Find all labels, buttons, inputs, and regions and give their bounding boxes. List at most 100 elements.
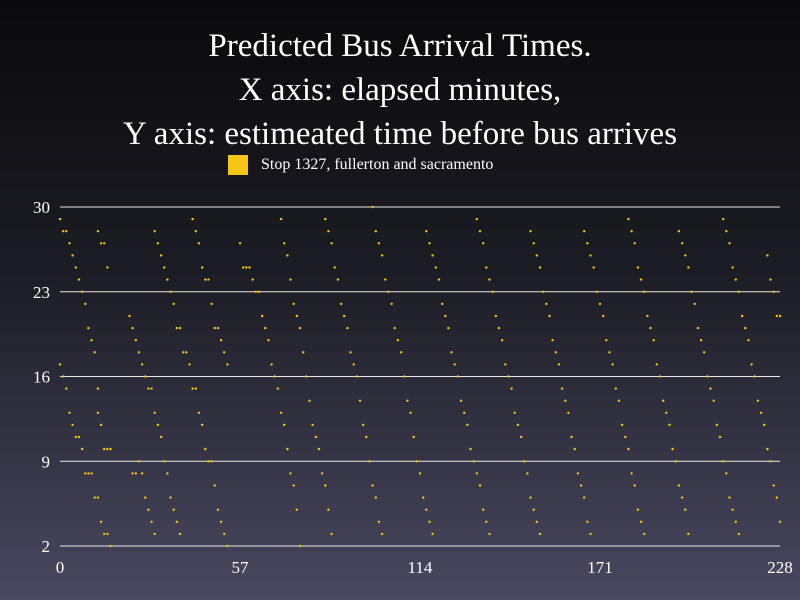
data-point xyxy=(725,230,728,233)
data-point xyxy=(216,326,220,330)
data-point xyxy=(639,278,643,281)
data-point xyxy=(371,205,374,209)
data-point xyxy=(472,460,475,463)
data-point xyxy=(646,314,649,318)
data-point xyxy=(674,460,677,463)
data-point xyxy=(643,532,646,536)
data-point xyxy=(759,411,763,414)
data-point xyxy=(298,544,302,548)
data-point xyxy=(734,278,737,281)
data-point xyxy=(65,387,68,390)
legend: Stop 1327, fullerton and sacramento xyxy=(228,154,493,176)
data-point xyxy=(200,423,204,427)
data-point xyxy=(551,339,554,342)
data-point xyxy=(668,423,671,427)
data-point xyxy=(374,230,377,233)
data-point xyxy=(106,266,109,269)
data-point xyxy=(703,351,706,354)
data-point xyxy=(204,447,207,451)
data-point xyxy=(197,242,201,245)
data-point xyxy=(649,326,652,330)
data-point xyxy=(147,387,150,390)
data-point xyxy=(362,423,365,427)
data-point xyxy=(589,254,592,257)
data-point xyxy=(103,532,106,536)
data-point xyxy=(368,460,371,463)
data-point xyxy=(684,254,687,257)
data-point xyxy=(374,496,377,499)
data-point xyxy=(680,242,684,245)
data-point xyxy=(617,399,621,402)
data-point xyxy=(175,520,178,523)
data-point xyxy=(223,351,226,354)
data-point xyxy=(687,266,690,269)
data-point xyxy=(529,496,532,499)
data-point xyxy=(586,242,589,245)
data-point xyxy=(286,254,289,257)
data-point xyxy=(207,278,210,281)
data-point xyxy=(330,242,333,245)
x-tick-label: 57 xyxy=(232,558,250,577)
data-point xyxy=(103,447,106,451)
data-point xyxy=(538,266,542,269)
data-point xyxy=(425,230,428,233)
data-point xyxy=(725,472,728,475)
data-point xyxy=(264,326,267,330)
data-point xyxy=(598,302,602,306)
data-point xyxy=(586,520,589,523)
data-point xyxy=(557,363,561,366)
y-tick-label: 16 xyxy=(33,368,50,387)
data-point xyxy=(99,242,103,245)
data-point xyxy=(109,447,112,451)
data-point xyxy=(371,484,374,487)
data-point xyxy=(295,508,298,511)
data-point xyxy=(305,375,308,378)
data-point xyxy=(403,375,406,378)
data-point xyxy=(564,399,567,402)
data-point xyxy=(90,472,93,475)
data-point xyxy=(163,266,166,269)
data-point xyxy=(87,472,90,475)
data-point xyxy=(84,302,87,306)
data-point xyxy=(74,435,78,439)
data-point xyxy=(396,339,400,342)
data-point xyxy=(428,520,431,523)
data-point xyxy=(500,339,504,342)
data-point xyxy=(766,447,769,451)
data-point xyxy=(469,447,472,451)
chart-title-line-3: Y axis: estimeated time before bus arriv… xyxy=(122,116,678,152)
data-point xyxy=(633,242,636,245)
data-point xyxy=(624,435,627,439)
data-point xyxy=(365,435,368,439)
data-point xyxy=(744,326,747,330)
data-point xyxy=(99,423,103,427)
data-point xyxy=(456,375,460,378)
data-point xyxy=(614,387,617,390)
data-point xyxy=(772,484,775,487)
data-point xyxy=(349,351,352,354)
y-tick-label: 2 xyxy=(42,537,51,556)
data-point xyxy=(775,496,778,499)
data-point xyxy=(687,532,690,536)
data-point xyxy=(595,290,598,293)
data-point xyxy=(178,326,182,330)
data-point xyxy=(425,508,428,511)
data-point xyxy=(422,496,425,499)
data-point xyxy=(766,254,769,257)
data-point xyxy=(153,532,156,536)
data-point xyxy=(463,411,466,414)
data-point xyxy=(680,496,684,499)
data-point xyxy=(409,411,412,414)
data-point xyxy=(185,351,188,354)
data-point xyxy=(431,532,434,536)
data-point xyxy=(245,266,248,269)
data-point xyxy=(150,520,153,523)
data-point xyxy=(399,351,403,354)
data-point xyxy=(731,508,734,511)
data-point xyxy=(583,230,586,233)
data-point xyxy=(488,532,491,536)
data-point xyxy=(330,532,333,536)
data-point xyxy=(778,314,782,318)
y-tick-label: 9 xyxy=(42,452,51,471)
data-point xyxy=(213,326,216,330)
